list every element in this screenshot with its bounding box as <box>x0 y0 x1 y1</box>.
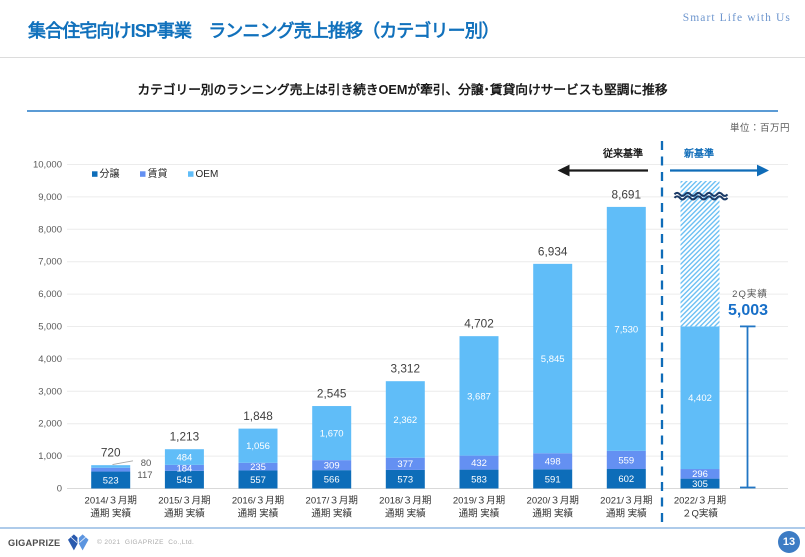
svg-text:2018/３月期: 2018/３月期 <box>379 496 431 507</box>
svg-text:557: 557 <box>250 475 266 486</box>
svg-text:3,687: 3,687 <box>467 391 491 402</box>
svg-text:2014/３月期: 2014/３月期 <box>85 496 137 507</box>
svg-text:2,545: 2,545 <box>317 387 347 401</box>
svg-text:新基準: 新基準 <box>683 147 714 160</box>
svg-text:従来基準: 従来基準 <box>602 147 643 160</box>
svg-text:1,670: 1,670 <box>320 429 344 440</box>
svg-text:通期 実績: 通期 実績 <box>311 508 352 520</box>
svg-text:9,000: 9,000 <box>38 192 62 203</box>
svg-text:3,000: 3,000 <box>38 386 62 397</box>
svg-text:8,000: 8,000 <box>38 224 62 235</box>
svg-text:2020/３月期: 2020/３月期 <box>527 496 579 507</box>
svg-text:6,934: 6,934 <box>538 244 568 258</box>
svg-text:1,213: 1,213 <box>170 430 200 444</box>
svg-text:通期 実績: 通期 実績 <box>90 508 131 520</box>
svg-text:7,530: 7,530 <box>614 324 638 335</box>
svg-text:通期 実績: 通期 実績 <box>164 508 205 520</box>
svg-text:573: 573 <box>397 475 413 486</box>
svg-text:602: 602 <box>618 474 634 485</box>
svg-text:7,000: 7,000 <box>38 257 62 268</box>
svg-text:6,000: 6,000 <box>38 289 62 300</box>
svg-text:2,000: 2,000 <box>38 419 62 430</box>
svg-text:5,000: 5,000 <box>38 322 62 333</box>
svg-text:309: 309 <box>324 461 340 472</box>
svg-text:545: 545 <box>176 475 192 486</box>
svg-text:1,000: 1,000 <box>38 451 62 462</box>
svg-text:2021/３月期: 2021/３月期 <box>600 496 652 507</box>
svg-text:4,402: 4,402 <box>688 393 712 404</box>
svg-text:賃貸: 賃貸 <box>148 167 168 180</box>
svg-text:1,056: 1,056 <box>246 441 270 452</box>
svg-text:523: 523 <box>103 475 119 486</box>
svg-text:8,691: 8,691 <box>612 187 642 201</box>
svg-text:117: 117 <box>137 470 152 481</box>
svg-text:80: 80 <box>141 458 152 469</box>
svg-text:2Q実績: 2Q実績 <box>732 288 768 300</box>
svg-text:通期 実績: 通期 実績 <box>459 508 500 520</box>
svg-text:5,003: 5,003 <box>728 302 768 319</box>
svg-text:377: 377 <box>397 459 413 470</box>
svg-text:通期 実績: 通期 実績 <box>385 508 426 520</box>
svg-text:5,845: 5,845 <box>541 354 565 365</box>
svg-text:0: 0 <box>57 484 62 495</box>
svg-text:2017/３月期: 2017/３月期 <box>306 496 358 507</box>
svg-text:720: 720 <box>101 446 121 460</box>
svg-text:通期 実績: 通期 実績 <box>238 508 279 520</box>
svg-text:484: 484 <box>176 452 192 463</box>
svg-text:通期 実績: 通期 実績 <box>532 508 573 520</box>
svg-text:4,000: 4,000 <box>38 354 62 365</box>
svg-text:2016/３月期: 2016/３月期 <box>232 496 284 507</box>
svg-text:4,702: 4,702 <box>464 317 494 331</box>
svg-text:184: 184 <box>176 463 192 474</box>
svg-text:10,000: 10,000 <box>33 160 62 171</box>
svg-text:559: 559 <box>618 455 634 466</box>
svg-text:2019/３月期: 2019/３月期 <box>453 496 505 507</box>
svg-text:498: 498 <box>545 457 561 468</box>
svg-text:OEM: OEM <box>196 169 219 180</box>
svg-text:235: 235 <box>250 462 266 473</box>
svg-text:432: 432 <box>471 458 487 469</box>
svg-text:2015/３月期: 2015/３月期 <box>158 496 210 507</box>
svg-text:296: 296 <box>692 469 708 480</box>
svg-text:通期 実績: 通期 実績 <box>606 508 647 520</box>
svg-text:1,848: 1,848 <box>243 409 273 423</box>
svg-text:3,312: 3,312 <box>391 362 421 376</box>
svg-text:305: 305 <box>692 479 708 490</box>
svg-text:591: 591 <box>545 474 561 485</box>
svg-text:2022/３月期: 2022/３月期 <box>674 496 726 507</box>
svg-text:２Q実績: ２Q実績 <box>682 508 718 520</box>
svg-text:583: 583 <box>471 475 487 486</box>
svg-text:2,362: 2,362 <box>393 415 417 426</box>
svg-text:分譲: 分譲 <box>100 167 120 180</box>
svg-text:566: 566 <box>324 475 340 486</box>
